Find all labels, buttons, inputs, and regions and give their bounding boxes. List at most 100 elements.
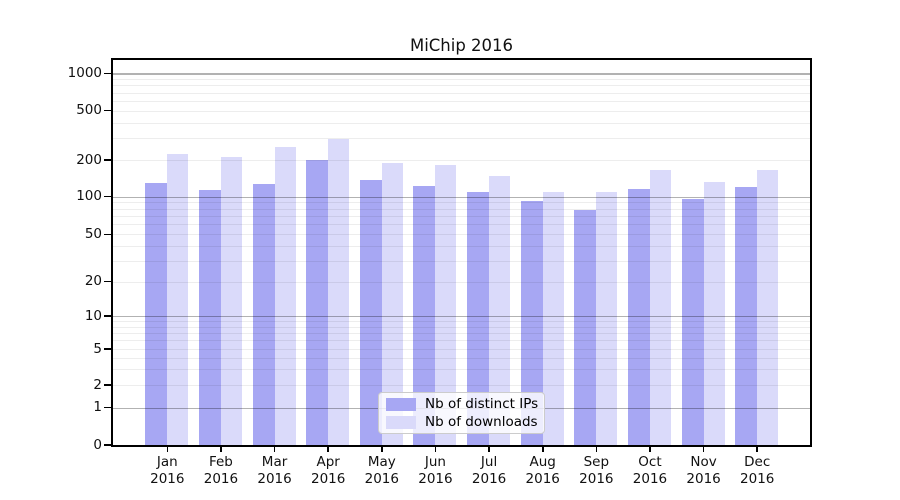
gridline-minor <box>113 216 810 218</box>
x-tick-label: Oct 2016 <box>632 454 668 487</box>
x-tick-label: Aug 2016 <box>525 454 560 487</box>
y-tick-mark <box>104 280 111 283</box>
gridline-minor <box>113 349 810 350</box>
y-tick-mark <box>104 444 111 446</box>
legend-label-distinct-ips: Nb of distinct IPs <box>425 396 539 412</box>
x-tick-mark <box>273 447 276 452</box>
x-tick-mark <box>327 447 329 452</box>
chart-title: MiChip 2016 <box>409 36 514 55</box>
bar-distinct-ips-sep <box>574 210 597 445</box>
x-tick-label: Apr 2016 <box>311 454 346 487</box>
legend: Nb of distinct IPs Nb of downloads <box>378 392 545 434</box>
y-tick-mark <box>104 195 111 198</box>
bar-distinct-ips-nov <box>681 199 704 445</box>
x-tick-label: Mar 2016 <box>257 454 292 487</box>
x-tick-label: Nov 2016 <box>686 454 721 487</box>
gridline-minor <box>113 234 810 236</box>
gridline-minor <box>113 78 810 80</box>
bar-distinct-ips-aug <box>520 200 543 445</box>
bar-downloads-jun <box>435 164 457 445</box>
y-tick-label: 200 <box>76 151 102 168</box>
gridline-major <box>113 316 810 318</box>
bar-downloads-apr <box>328 138 350 445</box>
bar-downloads-may <box>381 162 403 445</box>
y-tick-mark <box>104 348 111 350</box>
legend-swatch-distinct-ips <box>386 397 416 411</box>
gridline-minor <box>113 92 810 94</box>
x-tick-label: Jul 2016 <box>471 454 507 487</box>
gridline-minor <box>113 202 810 204</box>
y-tick-label: 10 <box>84 307 102 324</box>
bar-distinct-ips-apr <box>306 160 329 445</box>
gridline-minor <box>113 208 810 210</box>
y-tick-label: 1 <box>93 399 102 415</box>
plot-area <box>111 58 812 447</box>
gridline-minor <box>113 369 810 371</box>
bar-distinct-ips-jun <box>413 185 436 445</box>
y-tick-label: 50 <box>84 225 102 242</box>
x-tick-label: Jun 2016 <box>418 454 453 487</box>
x-tick-label: Jan 2016 <box>150 454 185 487</box>
x-tick-mark <box>434 447 437 452</box>
y-tick-label: 0 <box>93 436 102 453</box>
x-tick-mark <box>702 447 705 452</box>
bar-downloads-sep <box>596 191 618 445</box>
x-tick-mark <box>649 447 651 452</box>
y-tick-label: 500 <box>76 102 102 119</box>
gridline-minor <box>113 110 810 112</box>
y-tick-mark <box>104 72 111 75</box>
bar-downloads-dec <box>757 170 779 445</box>
x-tick-mark <box>595 447 598 452</box>
x-tick-label: May 2016 <box>364 454 399 487</box>
x-tick-mark <box>488 447 490 452</box>
bar-distinct-ips-jul <box>467 191 490 445</box>
gridline-minor <box>113 100 810 102</box>
bar-distinct-ips-oct <box>627 189 650 445</box>
bar-downloads-aug <box>542 192 564 445</box>
gridline-major <box>113 73 810 75</box>
x-tick-label: Dec 2016 <box>740 454 775 487</box>
y-tick-mark <box>104 406 111 409</box>
y-tick-mark <box>104 315 111 317</box>
legend-label-downloads: Nb of downloads <box>425 414 538 430</box>
bar-downloads-jan <box>167 153 189 445</box>
bar-distinct-ips-may <box>359 180 382 445</box>
bar-downloads-nov <box>703 181 725 445</box>
gridline-minor <box>113 245 810 247</box>
legend-entry-downloads: Nb of downloads <box>379 414 544 430</box>
bar-distinct-ips-jan <box>145 182 168 445</box>
x-tick-label: Feb 2016 <box>203 454 239 487</box>
y-tick-label: 1000 <box>67 64 102 81</box>
x-tick-label: Sep 2016 <box>579 454 614 487</box>
bar-downloads-oct <box>649 170 671 445</box>
x-tick-mark <box>166 447 169 452</box>
y-tick-mark <box>104 384 111 386</box>
x-tick-mark <box>541 447 544 452</box>
gridline-minor <box>113 326 810 328</box>
gridline-minor <box>113 260 810 262</box>
y-tick-mark <box>104 233 111 236</box>
gridline-minor <box>113 385 810 386</box>
bar-downloads-feb <box>220 156 242 445</box>
gridline-minor <box>113 332 810 334</box>
gridline-minor <box>113 321 810 323</box>
x-tick-mark <box>381 447 383 452</box>
gridline-minor <box>113 281 810 283</box>
y-tick-mark <box>104 109 111 112</box>
gridline-minor <box>113 340 810 342</box>
legend-swatch-downloads <box>386 415 416 429</box>
gridline-minor <box>113 224 810 226</box>
gridline-minor <box>113 138 810 140</box>
bar-distinct-ips-dec <box>735 187 758 445</box>
bar-downloads-jul <box>489 176 511 445</box>
gridline-minor <box>113 85 810 87</box>
y-tick-label: 2 <box>93 376 102 393</box>
y-tick-mark <box>104 159 111 161</box>
gridline-major <box>113 196 810 199</box>
y-tick-label: 100 <box>76 188 102 205</box>
legend-entry-distinct-ips: Nb of distinct IPs <box>379 396 544 412</box>
y-tick-label: 20 <box>84 273 102 290</box>
bar-distinct-ips-feb <box>198 189 221 445</box>
gridline-minor <box>113 160 810 161</box>
